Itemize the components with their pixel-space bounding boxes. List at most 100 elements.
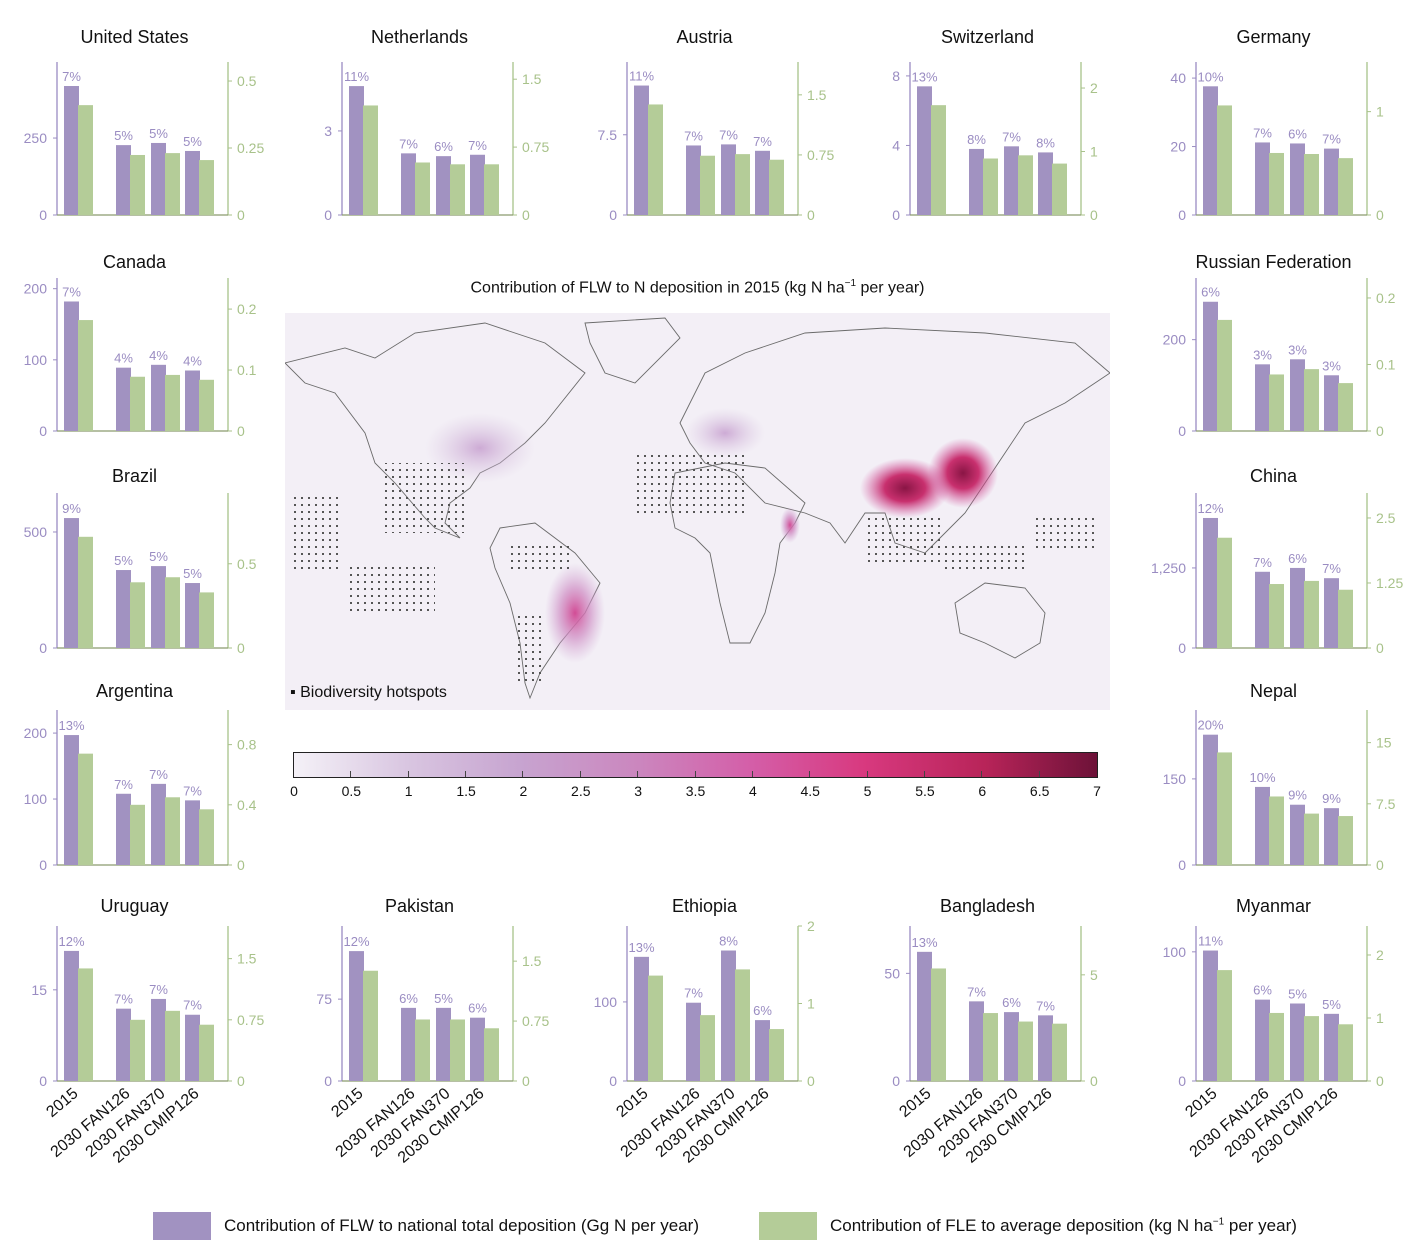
bar-fle	[931, 105, 946, 215]
percent-label: 6%	[1288, 126, 1307, 141]
colorbar-tick	[1038, 771, 1040, 777]
bar-flw	[185, 370, 200, 431]
bar-fle	[983, 1013, 998, 1081]
right-tick-label: 0	[237, 857, 245, 873]
right-tick-label: 1.5	[522, 71, 542, 87]
bar-flw	[1004, 146, 1019, 215]
bar-flw	[1255, 364, 1270, 431]
panel-title: Netherlands	[371, 27, 468, 47]
panel-title: Brazil	[112, 466, 157, 486]
bar-flw	[151, 783, 166, 865]
bar-fle	[130, 1019, 145, 1081]
left-tick-label: 0	[1178, 423, 1186, 439]
bar-flw	[1324, 808, 1339, 865]
left-tick-label: 7.5	[598, 127, 618, 143]
percent-label: 13%	[58, 718, 84, 733]
colorbar-tick-label: 1	[404, 783, 413, 799]
percent-label: 13%	[911, 935, 937, 950]
bar-fle	[1269, 152, 1284, 215]
bar-flw	[151, 998, 166, 1081]
bar-flw	[686, 1002, 701, 1081]
bar-flw	[116, 145, 131, 215]
bar-fle	[1304, 154, 1319, 215]
bar-fle	[1269, 374, 1284, 431]
left-tick-label: 0	[39, 857, 47, 873]
left-tick-label: 0	[324, 207, 332, 223]
panel-title: Germany	[1236, 27, 1310, 47]
bar-flw	[185, 150, 200, 215]
left-tick-label: 75	[316, 991, 332, 1007]
bar-fle	[363, 105, 378, 215]
colorbar-tick	[579, 771, 581, 777]
panel-title: Argentina	[96, 681, 174, 701]
map-title-end: per year)	[856, 279, 925, 297]
bar-flw	[401, 153, 416, 215]
bar-flw	[1255, 999, 1270, 1081]
percent-label: 7%	[684, 986, 703, 1001]
percent-label: 5%	[114, 553, 133, 568]
left-tick-label: 0	[892, 1073, 900, 1089]
colorbar-tick-label: 2	[519, 783, 528, 799]
percent-label: 7%	[399, 136, 418, 151]
percent-label: 6%	[399, 991, 418, 1006]
world-map-svg	[284, 317, 1111, 700]
bar-flw	[1290, 359, 1305, 431]
colorbar-tick	[522, 771, 524, 777]
right-tick-label: 2.5	[1376, 510, 1396, 526]
percent-label: 11%	[344, 69, 369, 84]
percent-label: 11%	[1198, 934, 1223, 949]
bar-fle	[165, 577, 180, 648]
colorbar-tick-label: 2.5	[571, 783, 591, 799]
percent-label: 7%	[684, 128, 703, 143]
bar-fle	[450, 1019, 465, 1081]
left-tick-label: 500	[24, 524, 48, 540]
australia	[954, 582, 1046, 659]
left-tick-label: 3	[324, 123, 332, 139]
chart-panel-argentina: Argentina 0 100 200 0 0.4 0.8 13% 7% 7% 7%	[24, 681, 257, 873]
percent-label: 8%	[1036, 135, 1055, 150]
right-tick-label: 5	[1090, 967, 1098, 983]
right-tick-label: 2	[1090, 80, 1098, 96]
x-tick-label: 2015	[1182, 1085, 1220, 1121]
right-tick-label: 0	[237, 1073, 245, 1089]
percent-label: 7%	[183, 783, 202, 798]
legend-fle-sup: −1	[1212, 1216, 1225, 1228]
map-title: Contribution of FLW to N deposition in 2…	[285, 278, 1110, 297]
percent-label: 7%	[1322, 132, 1341, 147]
bar-flw	[755, 1020, 770, 1081]
bar-fle	[1338, 383, 1353, 431]
colorbar-tick	[809, 771, 811, 777]
left-tick-label: 0	[1178, 857, 1186, 873]
left-tick-label: 100	[24, 791, 48, 807]
left-tick-label: 0	[39, 1073, 47, 1089]
bar-flw	[64, 735, 79, 865]
right-tick-label: 0.75	[522, 139, 549, 155]
bar-flw	[151, 142, 166, 215]
left-tick-label: 8	[892, 68, 900, 84]
bar-fle	[1338, 589, 1353, 648]
panel-title: Myanmar	[1236, 896, 1311, 916]
eurasia	[679, 327, 1111, 554]
bar-fle	[165, 1010, 180, 1081]
bar-flw	[1203, 734, 1218, 865]
bar-fle	[199, 1024, 214, 1081]
bar-flw	[969, 1001, 984, 1081]
left-tick-label: 0	[1178, 640, 1186, 656]
bar-fle	[130, 582, 145, 648]
colorbar-tick-label: 4	[748, 783, 757, 799]
bar-flw	[917, 951, 932, 1081]
panel-title: Ethiopia	[672, 896, 738, 916]
right-tick-label: 0.25	[237, 140, 264, 156]
bar-flw	[1290, 804, 1305, 865]
x-tick-label: 2015	[328, 1085, 366, 1121]
left-tick-label: 150	[1163, 771, 1187, 787]
percent-label: 7%	[149, 767, 168, 782]
right-tick-label: 0.75	[237, 1012, 264, 1028]
left-tick-label: 0	[1178, 1073, 1186, 1089]
percent-label: 12%	[1197, 501, 1223, 516]
north-america	[284, 322, 586, 539]
panel-title: Uruguay	[100, 896, 168, 916]
bar-fle	[450, 164, 465, 215]
